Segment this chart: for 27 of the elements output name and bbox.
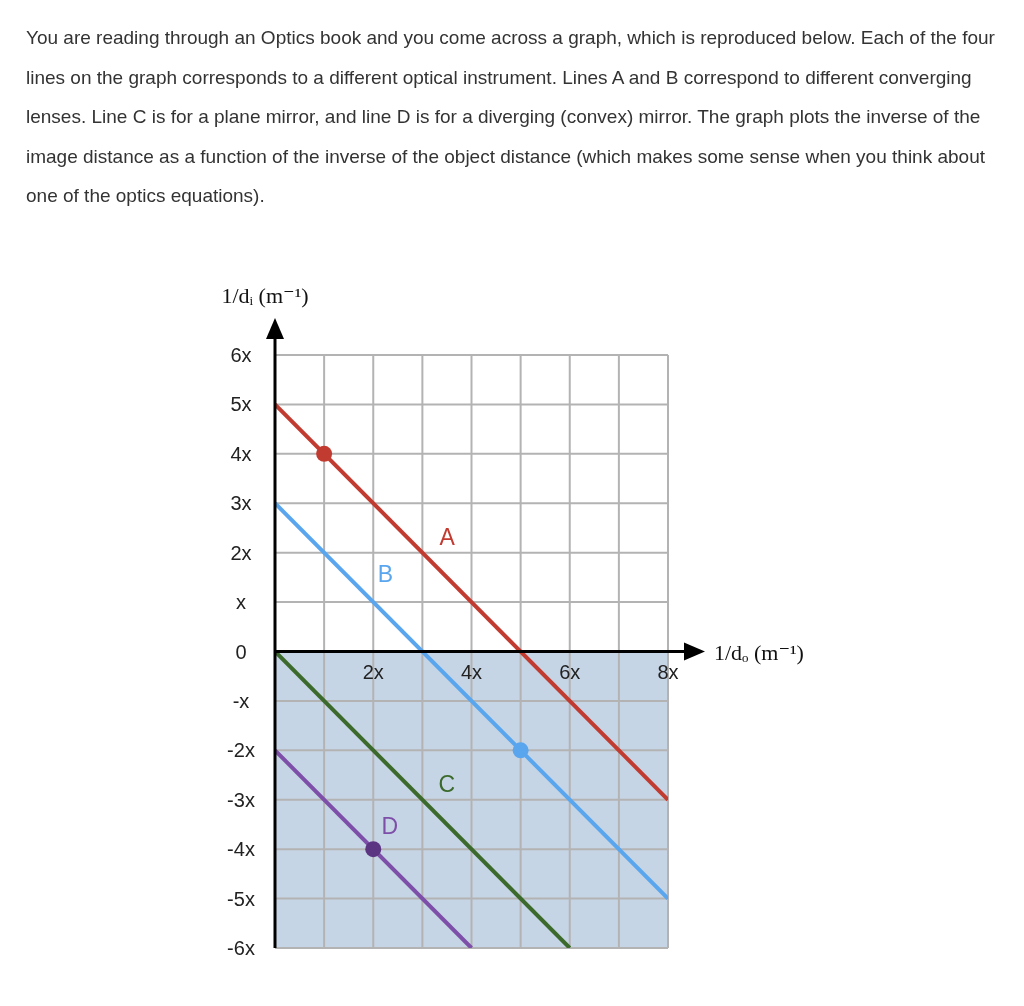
series-label: C [438,771,456,798]
point [512,742,529,759]
series-label: A [439,524,456,551]
series-label: D [381,812,399,839]
text: You are reading through an Optics book and you come across a graph, which is reproduced below. Each of the four lines on the graph corresponds to a different optical instrument. Lines A and B correspond to different converging lenses. Line C is for a plane mirror, and line D is for a diverging (convex) mirror. The graph plots the inverse of the image distance as a function of the inverse of the object distance (which makes some sense when you think about one of the optics equations). [26,26,996,208]
y-tick-label: 2x [230,541,252,564]
series-label: B [377,561,394,588]
x-tick-label: 4x [460,660,483,683]
y-tick-label: -x [232,689,250,712]
y-tick-label: -4x [227,838,255,861]
x-tick-label: 2x [362,660,384,683]
point [316,445,333,462]
point [365,841,382,858]
x-axis-title: 1/dₒ (m⁻¹) [714,639,804,665]
y-tick-label: -3x [227,788,255,811]
y-tick-label: 6x [230,344,252,366]
y-tick-label: 5x [230,393,252,416]
y-tick-label: 3x [230,492,252,515]
y-tick-label: 0 [235,640,247,663]
x-tick-label: 8x [657,660,679,683]
x-tick-label: 6x [559,660,581,683]
y-tick-label: -2x [227,739,255,762]
y-tick-label: 4x [230,442,252,465]
y-tick-label: -5x [227,887,255,910]
y-tick-label: -6x [227,937,255,959]
y-axis-title: 1/dᵢ (m⁻¹) [221,283,309,308]
y-tick-label: x [236,591,246,614]
